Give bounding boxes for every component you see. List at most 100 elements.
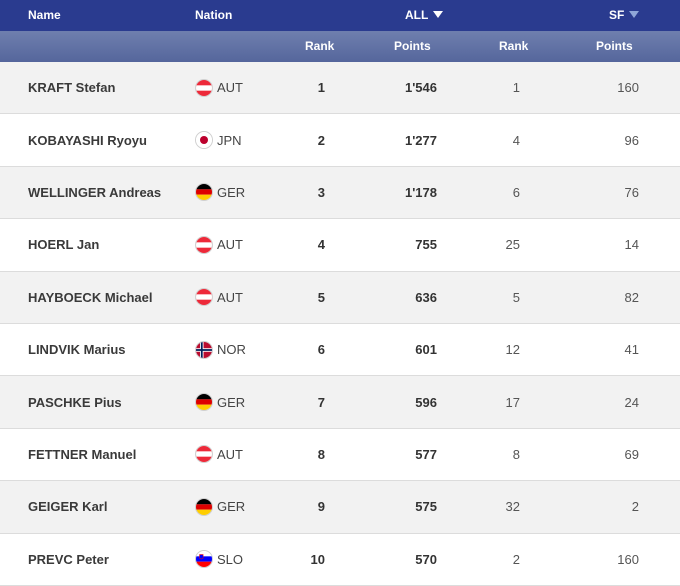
table-row[interactable]: PASCHKE Pius GER 7 596 17 24 [0, 376, 680, 429]
athlete-name[interactable]: PASCHKE Pius [28, 394, 122, 410]
rank-sf: 1 [512, 80, 520, 96]
athlete-name[interactable]: WELLINGER Andreas [28, 184, 162, 200]
athlete-name[interactable]: PREVC Peter [28, 551, 109, 567]
rank-sf: 2 [512, 551, 520, 567]
points-all: 596 [415, 394, 437, 410]
aut-flag-icon [195, 288, 213, 307]
rank-all: 1 [317, 80, 325, 96]
points-all: 1'178 [404, 184, 437, 200]
points-sf: 82 [624, 289, 639, 305]
nor-flag-icon [195, 340, 213, 359]
rank-sf: 32 [505, 499, 520, 515]
column-name-header[interactable]: Name [28, 8, 61, 22]
table-row[interactable]: HOERL Jan AUT 4 755 25 14 [0, 219, 680, 272]
rank-all: 9 [317, 499, 325, 515]
nation-cell: GER [195, 481, 245, 532]
nation-code: AUT [217, 80, 243, 96]
jpn-flag-icon [195, 131, 213, 150]
rank-sf: 8 [512, 446, 520, 462]
nation-cell: NOR [195, 324, 246, 375]
nation-cell: AUT [195, 429, 243, 480]
nation-code: GER [217, 394, 246, 410]
rank-all: 4 [317, 237, 325, 253]
table-row[interactable]: WELLINGER Andreas GER 3 1'178 6 76 [0, 166, 680, 220]
rank-all: 10 [310, 551, 325, 567]
nation-cell: JPN [195, 114, 242, 165]
points-sf: 14 [624, 237, 639, 253]
points-sf: 24 [624, 394, 639, 410]
athlete-name[interactable]: KOBAYASHI Ryoyu [28, 132, 147, 148]
points-sf: 96 [624, 132, 639, 148]
rank-sf: 6 [512, 184, 520, 200]
rank-sf: 5 [512, 289, 520, 305]
column-points-all-header[interactable]: Points [394, 39, 431, 53]
rank-sf: 17 [505, 394, 520, 410]
rank-sf: 12 [505, 342, 520, 358]
points-sf: 41 [624, 342, 639, 358]
points-sf: 76 [624, 184, 639, 200]
points-sf: 160 [617, 551, 639, 567]
rank-sf: 4 [512, 132, 520, 148]
nation-cell: AUT [195, 62, 243, 113]
athlete-name[interactable]: HAYBOECK Michael [28, 289, 153, 305]
table-body: KRAFT Stefan AUT 1 1'546 1 160 KOBAYASHI Ryoyu… [0, 62, 680, 586]
nation-cell: GER [195, 376, 245, 427]
points-all: 601 [415, 342, 437, 358]
points-sf: 160 [617, 80, 639, 96]
rank-all: 3 [317, 184, 325, 200]
points-all: 577 [415, 446, 437, 462]
athlete-name[interactable]: GEIGER Karl [28, 499, 108, 515]
nation-code: AUT [217, 237, 243, 253]
column-all-header[interactable]: ALL [405, 0, 444, 31]
column-rank-sf-header[interactable]: Rank [499, 39, 529, 53]
points-all: 636 [415, 289, 437, 305]
rank-all: 2 [317, 132, 325, 148]
athlete-name[interactable]: HOERL Jan [28, 237, 100, 253]
table-row[interactable]: KOBAYASHI Ryoyu JPN 2 1'277 4 96 [0, 114, 680, 167]
points-all: 755 [415, 237, 437, 253]
rank-all: 6 [317, 342, 325, 358]
points-sf: 2 [631, 499, 639, 515]
column-nation-header[interactable]: Nation [195, 8, 233, 22]
aut-flag-icon [195, 445, 213, 464]
slo-flag-icon [195, 550, 213, 569]
column-rank-all-header[interactable]: Rank [305, 39, 335, 53]
points-all: 570 [415, 551, 437, 567]
nation-code: GER [217, 499, 246, 515]
nation-code: AUT [217, 289, 243, 305]
sort-arrow-icon [433, 11, 444, 18]
table-row[interactable]: HAYBOECK Michael AUT 5 636 5 82 [0, 271, 680, 324]
table-subheader: Rank Points Rank Points [0, 31, 680, 62]
points-all: 575 [415, 499, 437, 515]
table-header: Name Nation ALL SF [0, 0, 680, 31]
rank-sf: 25 [505, 237, 520, 253]
table-row[interactable]: PREVC Peter SLO 10 570 2 160 [0, 533, 680, 586]
points-sf: 69 [624, 446, 639, 462]
nation-code: JPN [217, 132, 242, 148]
nation-code: AUT [217, 446, 243, 462]
column-sf-header[interactable]: SF [609, 0, 640, 31]
athlete-name[interactable]: FETTNER Manuel [28, 446, 137, 462]
table-row[interactable]: KRAFT Stefan AUT 1 1'546 1 160 [0, 62, 680, 115]
aut-flag-icon [195, 78, 213, 97]
nation-code: NOR [217, 342, 246, 358]
table-row[interactable]: GEIGER Karl GER 9 575 32 2 [0, 481, 680, 534]
athlete-name[interactable]: KRAFT Stefan [28, 80, 116, 96]
ger-flag-icon [195, 497, 213, 516]
points-all: 1'277 [404, 132, 437, 148]
nation-code: GER [217, 184, 246, 200]
sort-arrow-icon [629, 11, 640, 18]
nation-cell: SLO [195, 534, 243, 585]
ger-flag-icon [195, 183, 213, 202]
athlete-name[interactable]: LINDVIK Marius [28, 342, 126, 358]
table-row[interactable]: LINDVIK Marius NOR 6 601 12 41 [0, 323, 680, 377]
column-points-sf-header[interactable]: Points [596, 39, 633, 53]
table-row[interactable]: FETTNER Manuel AUT 8 577 8 69 [0, 428, 680, 482]
nation-cell: GER [195, 167, 245, 218]
ger-flag-icon [195, 393, 213, 412]
rank-all: 8 [317, 446, 325, 462]
nation-cell: AUT [195, 219, 243, 270]
rank-all: 5 [317, 289, 325, 305]
points-all: 1'546 [404, 80, 437, 96]
aut-flag-icon [195, 235, 213, 254]
